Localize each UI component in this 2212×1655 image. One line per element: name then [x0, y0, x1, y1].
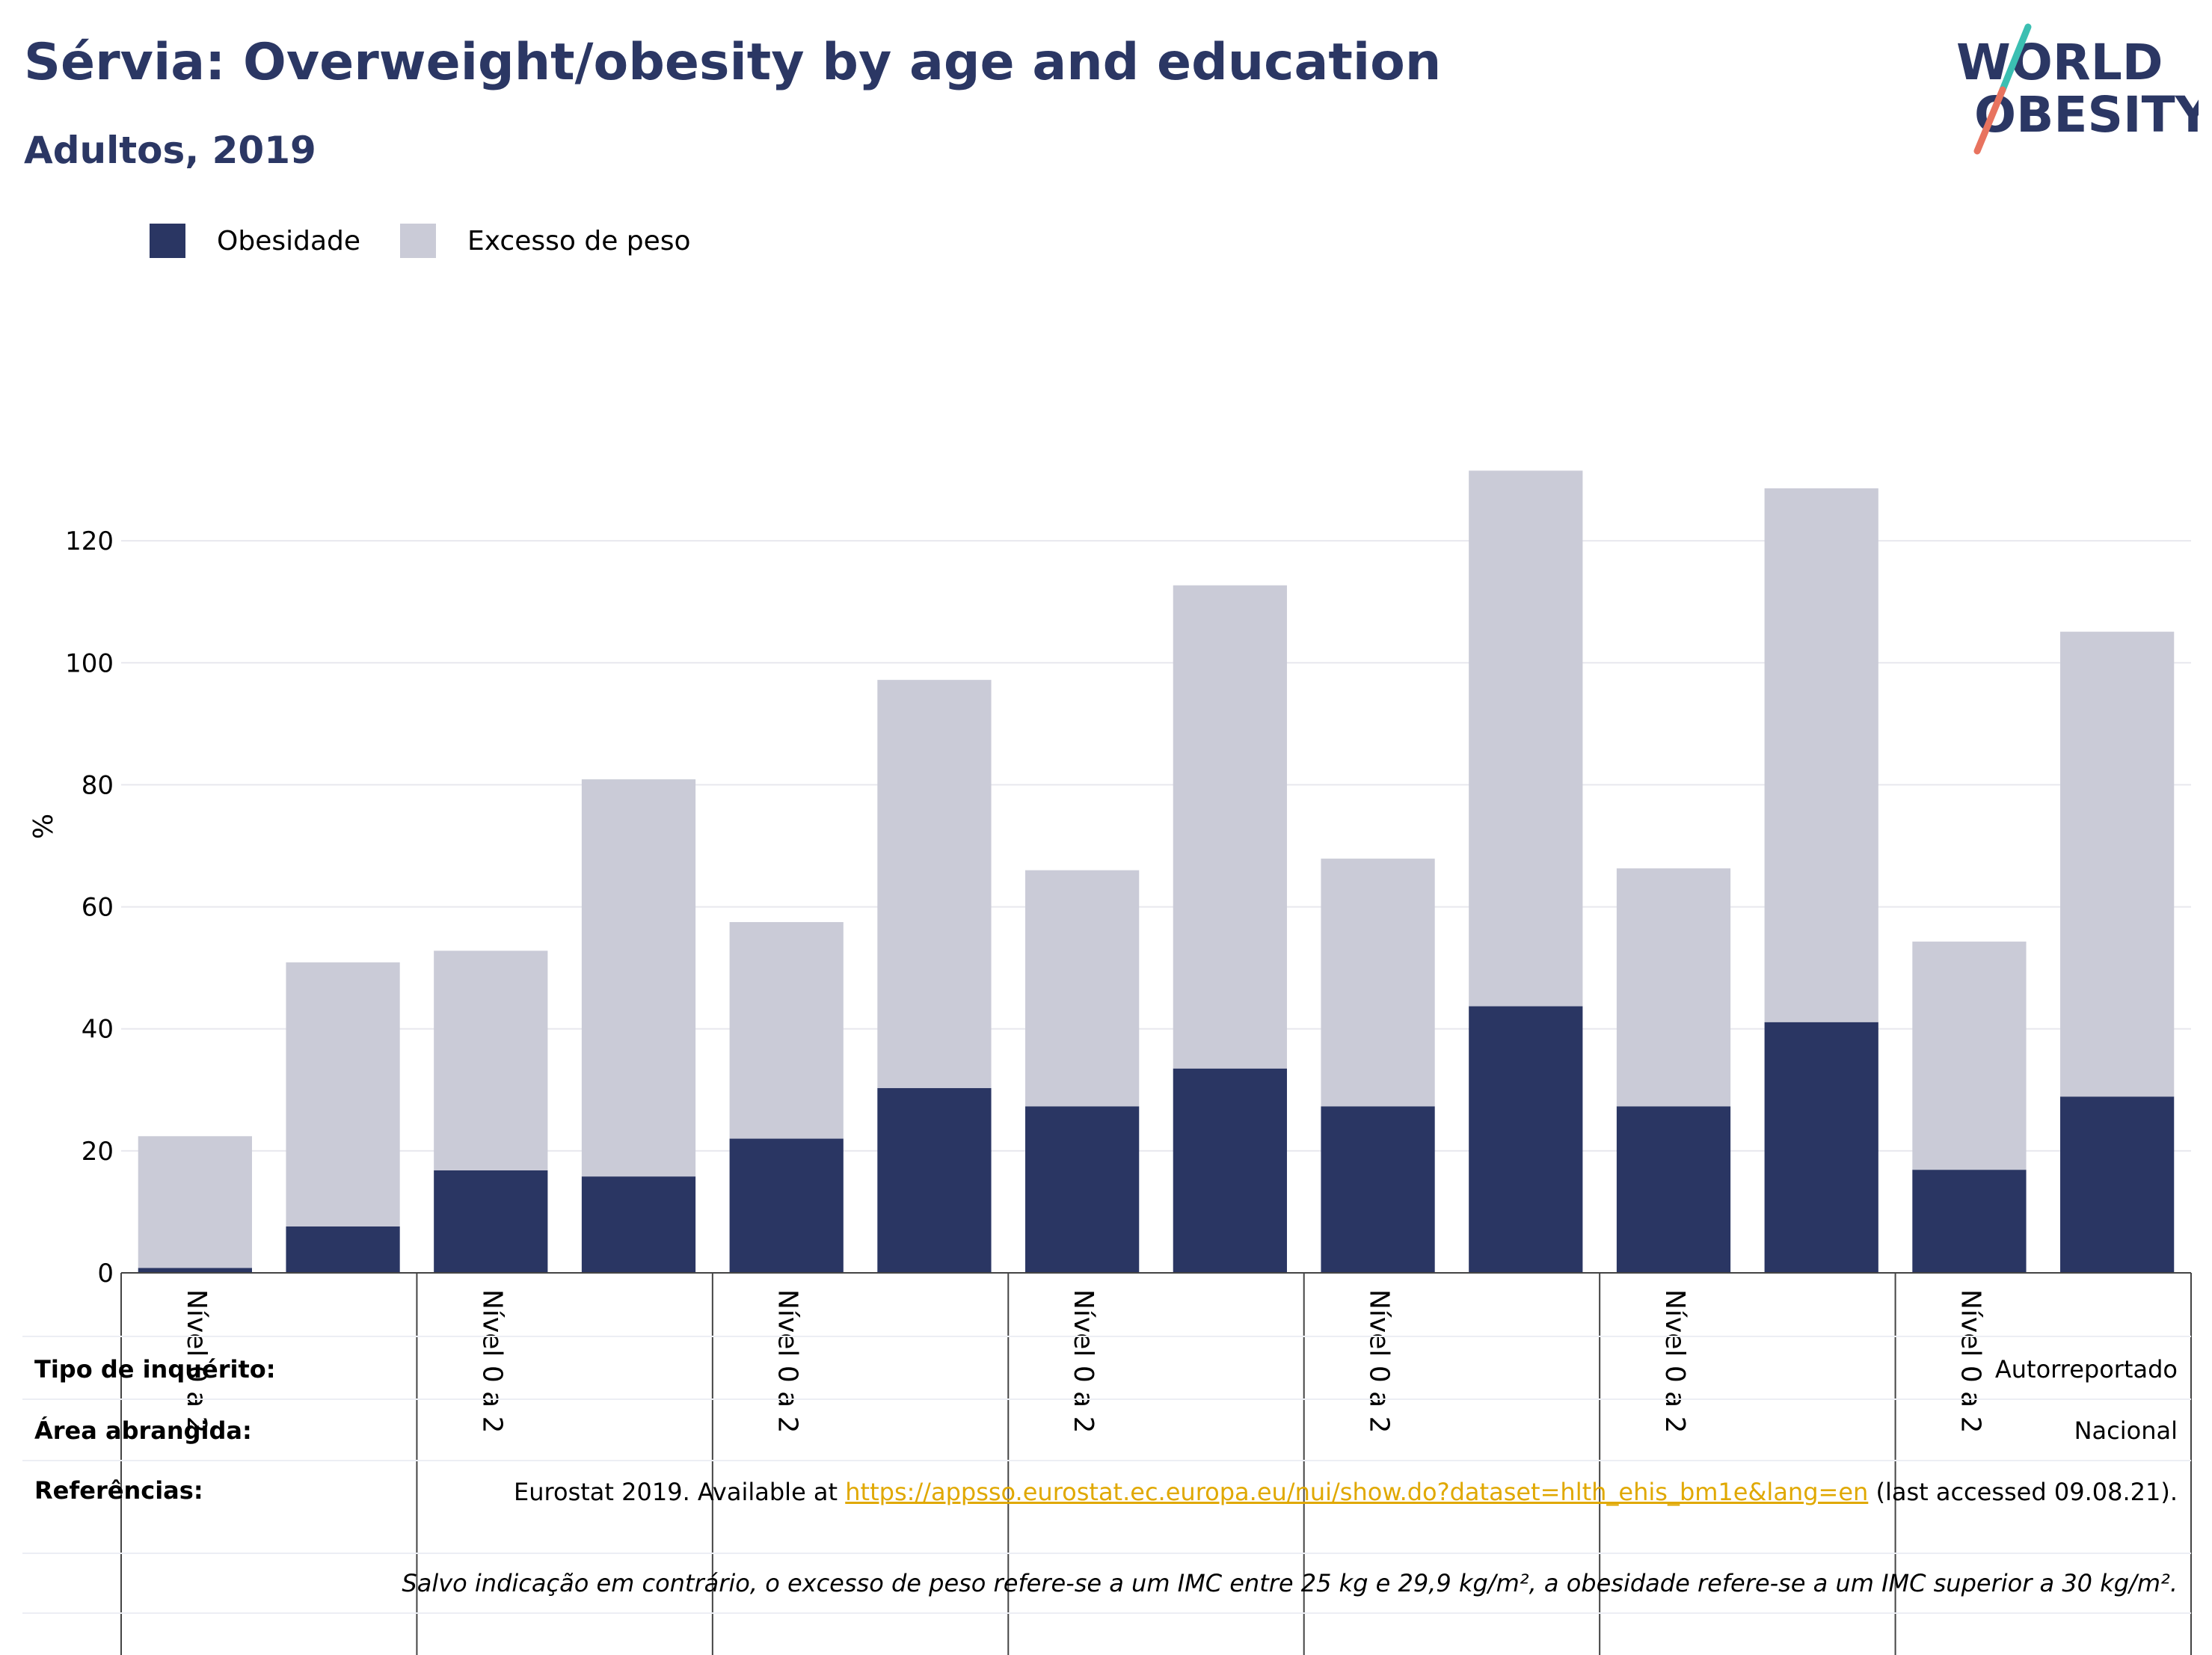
- bar-overweight[interactable]: [434, 951, 548, 1170]
- bar-overweight[interactable]: [877, 680, 992, 1088]
- bars: [138, 470, 2175, 1273]
- bar-overweight[interactable]: [138, 1136, 252, 1268]
- y-tick-label: 40: [82, 1015, 114, 1045]
- bar-obesity[interactable]: [1469, 1006, 1583, 1273]
- y-tick-label: 60: [82, 893, 114, 923]
- bar-overweight[interactable]: [1616, 868, 1731, 1107]
- bar-obesity[interactable]: [1616, 1106, 1731, 1273]
- logo-slash-teal: [1999, 23, 2032, 93]
- x-category-label: Nível 0 a 2: [1068, 1289, 1099, 1434]
- legend-label-overweight: Excesso de peso: [467, 226, 691, 257]
- bar-overweight[interactable]: [1764, 488, 1878, 1022]
- x-category-label: Nível 0 a 2: [476, 1289, 507, 1434]
- references-prefix: Eurostat 2019. Available at: [514, 1478, 846, 1506]
- bar-overweight[interactable]: [1173, 585, 1287, 1069]
- logo-word-world: WORLD: [1956, 34, 2163, 91]
- bar-overweight[interactable]: [286, 962, 400, 1227]
- x-category-label: Nível 0 a 2: [181, 1289, 212, 1434]
- bar-overweight[interactable]: [1469, 470, 1583, 1007]
- bar-overweight[interactable]: [1912, 942, 2027, 1170]
- references-suffix: (last accessed 09.08.21).: [1868, 1478, 2178, 1506]
- references-label: Referências:: [34, 1476, 203, 1505]
- legend-swatch-obesity: [150, 224, 185, 258]
- bar-overweight[interactable]: [2060, 631, 2175, 1097]
- y-axis-label: %: [28, 814, 59, 839]
- y-tick-label: 100: [65, 648, 114, 678]
- logo-slash-coral: [1973, 86, 2006, 155]
- world-obesity-logo: WORLD OBESITY: [1956, 23, 2199, 155]
- y-tick-label: 80: [82, 770, 114, 800]
- bar-overweight[interactable]: [729, 921, 844, 1139]
- bar-obesity[interactable]: [286, 1226, 400, 1273]
- info-divider: [22, 1460, 2191, 1461]
- bar-obesity[interactable]: [434, 1170, 548, 1273]
- bar-obesity[interactable]: [1912, 1170, 2027, 1273]
- logo-word-obesity: OBESITY: [1974, 86, 2199, 144]
- bar-obesity[interactable]: [581, 1176, 696, 1273]
- coverage-value: Nacional: [2074, 1416, 2178, 1445]
- references-link[interactable]: https://appsso.eurostat.ec.europa.eu/nui…: [845, 1478, 1869, 1506]
- y-tick-label: 0: [97, 1259, 114, 1289]
- chart-subtitle: Adultos, 2019: [24, 129, 316, 172]
- bar-obesity[interactable]: [1025, 1106, 1140, 1273]
- info-divider: [22, 1553, 2191, 1554]
- bar-overweight[interactable]: [1025, 870, 1140, 1107]
- legend-label-obesity: Obesidade: [217, 226, 361, 257]
- references-value: Eurostat 2019. Available at https://apps…: [458, 1476, 2178, 1508]
- y-tick-label: 120: [65, 526, 114, 556]
- bar-obesity[interactable]: [729, 1138, 844, 1273]
- bar-obesity[interactable]: [877, 1087, 992, 1273]
- definition-note: Salvo indicação em contrário, o excesso …: [402, 1569, 2178, 1597]
- bar-obesity[interactable]: [1173, 1068, 1287, 1273]
- y-tick-label: 20: [82, 1137, 114, 1167]
- x-category-label: Nível 0 a 2: [1364, 1289, 1395, 1434]
- bar-obesity[interactable]: [138, 1268, 252, 1273]
- info-divider: [22, 1612, 2191, 1614]
- bar-overweight[interactable]: [1321, 859, 1435, 1107]
- coverage-label: Área abrangida:: [34, 1416, 252, 1445]
- axes: 0 20 40 60 80 100 120 Nível 0 a 2 Nível 0 a 2 Nív…: [65, 526, 2192, 1655]
- x-category-label: Nível 0 a 2: [1659, 1289, 1690, 1434]
- legend-swatch-overweight: [400, 224, 436, 258]
- survey-type-value: Autorreportado: [1994, 1355, 2178, 1384]
- x-category-label: Nível 0 a 2: [772, 1289, 803, 1434]
- info-divider: [22, 1336, 2191, 1337]
- chart-title: Sérvia: Overweight/obesity by age and ed…: [24, 33, 1442, 92]
- bar-obesity[interactable]: [1764, 1022, 1878, 1273]
- bar-obesity[interactable]: [2060, 1096, 2175, 1273]
- bar-overweight[interactable]: [581, 779, 696, 1177]
- gridlines: [121, 540, 2191, 1152]
- info-divider: [22, 1398, 2191, 1400]
- bar-obesity[interactable]: [1321, 1106, 1435, 1273]
- survey-type-label: Tipo de inquérito:: [34, 1355, 276, 1384]
- x-category-label: Nível 0 a 2: [1955, 1289, 1985, 1434]
